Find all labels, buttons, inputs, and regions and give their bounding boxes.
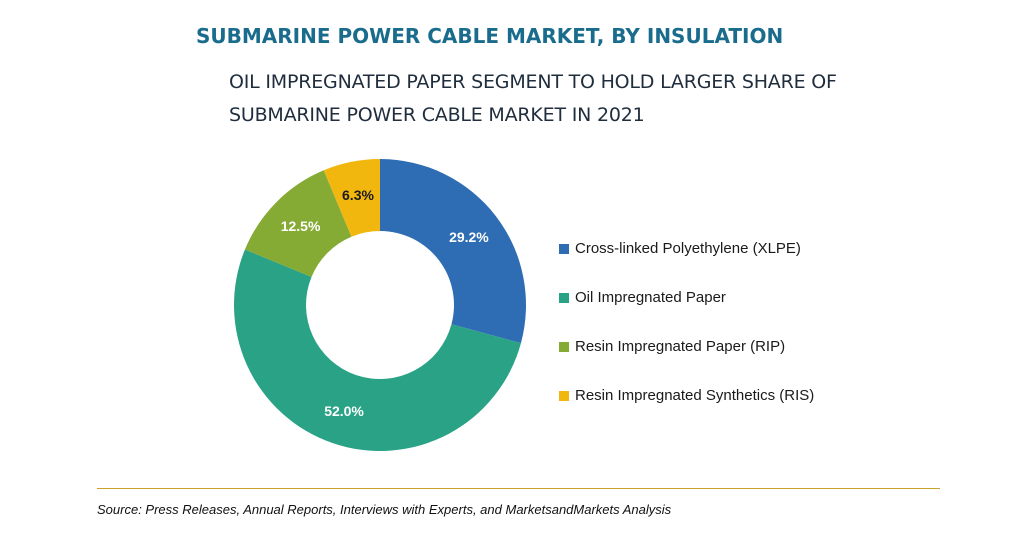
legend-swatch	[559, 341, 569, 352]
legend-label: Oil Impregnated Paper	[575, 289, 726, 306]
legend-swatch	[559, 243, 569, 254]
chart-legend: Cross-linked Polyethylene (XLPE) Oil Impr…	[559, 224, 814, 420]
data-label-oil-impregnated-paper: 52.0%	[324, 403, 364, 419]
legend-item-resin-impregnated-paper-rip: Resin Impregnated Paper (RIP)	[559, 322, 814, 371]
slice-cross-linked-polyethylene-xlpe	[380, 159, 526, 344]
footer-divider	[97, 488, 940, 489]
legend-swatch	[559, 292, 569, 303]
data-label-cross-linked-polyethylene-xlpe: 29.2%	[449, 229, 489, 245]
chart-subtitle: OIL IMPREGNATED PAPER SEGMENT TO HOLD LA…	[229, 71, 837, 126]
slice-resin-impregnated-paper-rip	[244, 170, 352, 277]
legend-item-oil-impregnated-paper: Oil Impregnated Paper	[559, 273, 814, 322]
legend-label: Resin Impregnated Synthetics (RIS)	[575, 387, 815, 404]
chart-title: SUBMARINE POWER CABLE MARKET, BY INSULAT…	[196, 24, 784, 48]
legend-label: Cross-linked Polyethylene (XLPE)	[575, 240, 801, 257]
source-note: Source: Press Releases, Annual Reports, …	[97, 502, 672, 517]
legend-swatch	[559, 390, 569, 401]
data-label-resin-impregnated-paper-rip: 12.5%	[281, 218, 321, 234]
legend-item-resin-impregnated-synthetics-ris: Resin Impregnated Synthetics (RIS)	[559, 371, 814, 420]
slice-resin-impregnated-synthetics-ris	[323, 159, 380, 237]
data-label-resin-impregnated-synthetics-ris: 6.3%	[342, 187, 374, 203]
legend-label: Resin Impregnated Paper (RIP)	[575, 338, 786, 355]
legend-item-cross-linked-polyethylene-xlpe: Cross-linked Polyethylene (XLPE)	[559, 224, 814, 273]
slice-oil-impregnated-paper	[234, 249, 521, 451]
